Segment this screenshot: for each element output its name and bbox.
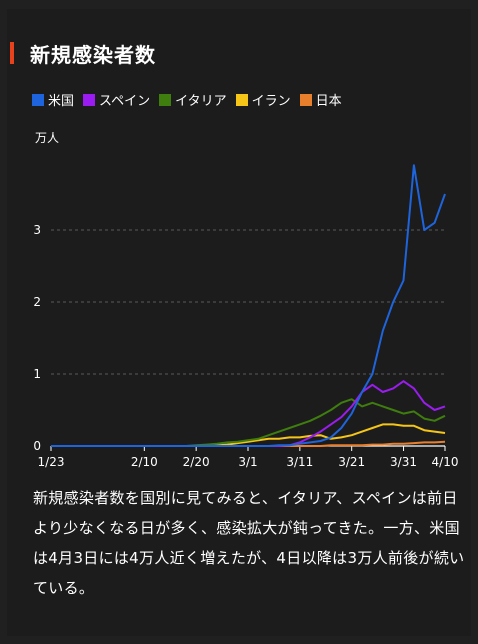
x-tick-label: 2/20 [183, 455, 210, 469]
legend-swatch [32, 93, 44, 106]
y-axis-unit-label: 万人 [35, 131, 60, 145]
chart-legend: 米国 スペイン イタリア イラン 日本 [32, 90, 351, 109]
legend-label: イタリア [175, 94, 227, 109]
series-line-0 [51, 164, 446, 447]
series-line-1 [51, 380, 446, 447]
series-line-3 [51, 423, 446, 447]
y-tick-label: 1 [33, 367, 41, 381]
chart-title: 新規感染者数 [30, 42, 156, 67]
series-line-2 [51, 398, 446, 447]
legend-swatch [299, 93, 312, 106]
legend-label: 日本 [315, 94, 342, 109]
legend-item-0: 米国 [32, 90, 74, 109]
x-tick-label: 4/10 [432, 455, 459, 469]
legend-item-1: スペイン [83, 90, 150, 109]
line-chart: 0 1 2 3 1/23 2/10 2/20 3/1 3/11 3/21 3/31 4/10 [33, 164, 459, 469]
y-tick-label: 3 [33, 223, 41, 237]
legend-item-4: 日本 [299, 90, 342, 109]
x-tick-label: 3/31 [390, 455, 417, 469]
chart-caption: 新規感染者数を国別に見てみると、イタリア、スペインは前日より少なくなる日が多く、… [33, 489, 465, 597]
x-tick-label: 3/11 [286, 455, 313, 469]
x-tick-label: 1/23 [38, 455, 65, 469]
title-accent-bar [10, 42, 14, 64]
legend-swatch [159, 93, 172, 106]
y-tick-label: 0 [33, 439, 41, 453]
legend-label: スペイン [99, 94, 151, 109]
legend-swatch [83, 93, 96, 106]
x-tick-label: 3/1 [238, 455, 257, 469]
chart-card: 新規感染者数 米国 スペイン イタリア イラン 日本 万人 0 1 2 3 1/23 2/10 2/… [7, 9, 471, 636]
y-tick-label: 2 [33, 295, 41, 309]
legend-swatch [235, 93, 248, 106]
legend-item-3: イラン [235, 90, 291, 109]
legend-item-2: イタリア [159, 90, 227, 109]
legend-label: 米国 [48, 94, 75, 109]
title-row: 新規感染者数 [7, 39, 156, 67]
legend-label: イラン [251, 94, 291, 109]
x-tick-label: 3/21 [338, 455, 365, 469]
x-tick-label: 2/10 [131, 455, 158, 469]
